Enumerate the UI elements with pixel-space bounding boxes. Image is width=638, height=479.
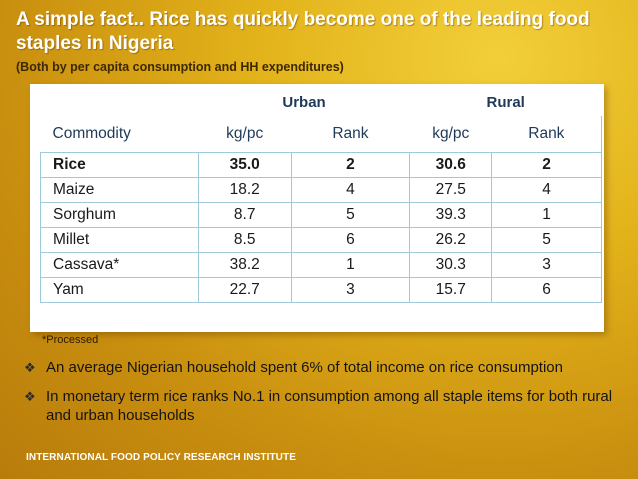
cell-urban-rank: 4 [290, 177, 410, 203]
diamond-bullet-icon: ❖ [24, 360, 36, 375]
table-row: Rice 35.0 2 30.6 2 [40, 152, 602, 178]
cell-rural-kgpc: 30.6 [409, 152, 492, 178]
cell-commodity: Rice [40, 152, 199, 178]
column-header-row: Commodity kg/pc Rank kg/pc Rank [40, 116, 602, 153]
cell-rural-kgpc: 39.3 [409, 202, 492, 228]
bullet-text: An average Nigerian household spent 6% o… [46, 359, 563, 376]
cell-rural-rank: 1 [491, 202, 602, 228]
cell-commodity: Yam [40, 277, 199, 303]
table-footnote: *Processed [42, 334, 99, 346]
col-header-rural-kgpc: kg/pc [409, 116, 492, 153]
cell-urban-kgpc: 22.7 [197, 277, 292, 303]
table-row: Cassava* 38.2 1 30.3 3 [40, 252, 602, 278]
group-header-urban: Urban [282, 93, 326, 111]
cell-commodity: Millet [40, 227, 199, 253]
cell-urban-kgpc: 38.2 [197, 252, 292, 278]
slide-title: A simple fact.. Rice has quickly become … [16, 9, 590, 54]
cell-rural-rank: 2 [491, 152, 602, 178]
table-row: Maize 18.2 4 27.5 4 [40, 177, 602, 203]
col-header-commodity: Commodity [40, 116, 199, 153]
footer-institute: INTERNATIONAL FOOD POLICY RESEARCH INSTI… [26, 452, 296, 463]
cell-rural-kgpc: 27.5 [409, 177, 492, 203]
table-row: Yam 22.7 3 15.7 6 [40, 277, 602, 303]
cell-urban-kgpc: 8.5 [197, 227, 292, 253]
cell-urban-kgpc: 35.0 [197, 152, 292, 178]
cell-rural-rank: 5 [491, 227, 602, 253]
bullet-list: ❖ An average Nigerian household spent 6%… [24, 358, 624, 435]
cell-rural-kgpc: 15.7 [409, 277, 492, 303]
diamond-bullet-icon: ❖ [24, 389, 36, 404]
cell-urban-kgpc: 8.7 [197, 202, 292, 228]
bullet-text: In monetary term rice ranks No.1 in cons… [46, 388, 613, 424]
cell-urban-kgpc: 18.2 [197, 177, 292, 203]
table-row: Millet 8.5 6 26.2 5 [40, 227, 602, 253]
cell-urban-rank: 3 [290, 277, 410, 303]
consumption-table: Urban Rural Commodity kg/pc Rank kg/pc R… [40, 88, 602, 303]
col-header-urban-rank: Rank [291, 116, 410, 153]
bullet-item: ❖ An average Nigerian household spent 6%… [24, 358, 624, 377]
slide-subtitle: (Both by per capita consumption and HH e… [16, 60, 344, 74]
cell-urban-rank: 6 [290, 227, 410, 253]
cell-urban-rank: 2 [290, 152, 410, 178]
cell-rural-rank: 6 [491, 277, 602, 303]
cell-commodity: Cassava* [40, 252, 199, 278]
cell-urban-rank: 5 [290, 202, 410, 228]
cell-commodity: Sorghum [40, 202, 199, 228]
group-header-row: Urban Rural [41, 88, 602, 116]
col-header-rural-rank: Rank [491, 116, 602, 153]
cell-rural-rank: 3 [491, 252, 602, 278]
cell-rural-kgpc: 26.2 [409, 227, 492, 253]
col-header-urban-kgpc: kg/pc [198, 116, 292, 153]
table-panel: Urban Rural Commodity kg/pc Rank kg/pc R… [30, 84, 604, 332]
cell-rural-kgpc: 30.3 [409, 252, 492, 278]
group-header-rural: Rural [486, 93, 525, 111]
cell-rural-rank: 4 [491, 177, 602, 203]
cell-commodity: Maize [40, 177, 199, 203]
table-row: Sorghum 8.7 5 39.3 1 [40, 202, 602, 228]
bullet-item: ❖ In monetary term rice ranks No.1 in co… [24, 387, 624, 425]
cell-urban-rank: 1 [290, 252, 410, 278]
